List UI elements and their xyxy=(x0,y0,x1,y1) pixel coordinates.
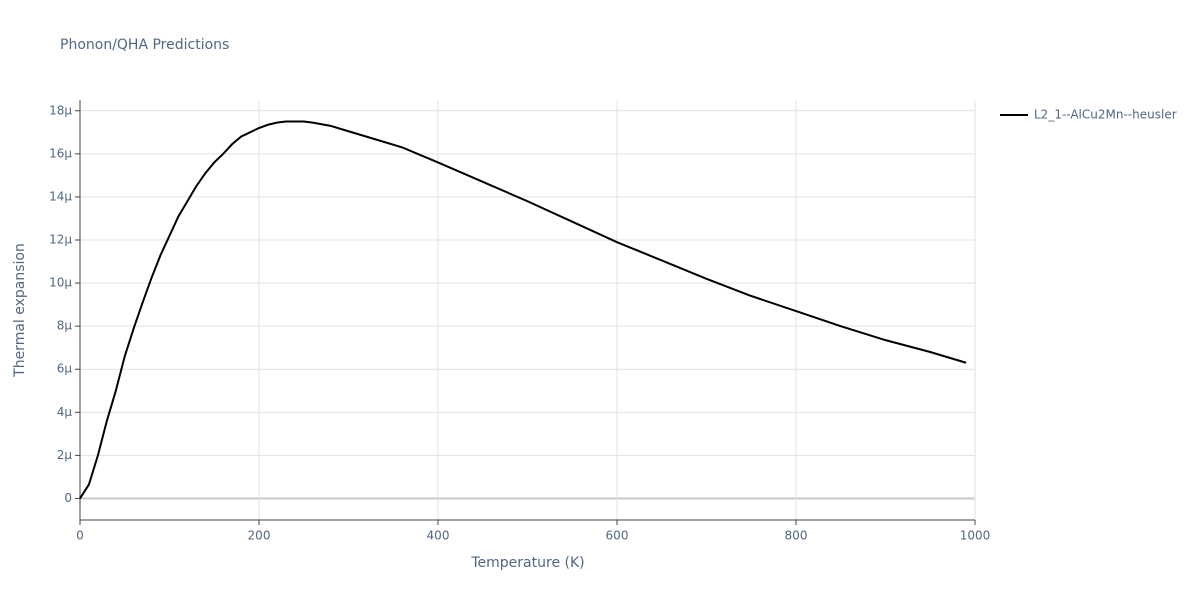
y-tick-label: 18μ xyxy=(49,103,72,117)
x-tick-label: 600 xyxy=(606,529,629,543)
y-tick-label: 14μ xyxy=(49,189,72,203)
x-tick-label: 400 xyxy=(427,529,450,543)
x-tick-label: 0 xyxy=(76,529,84,543)
legend-label: L2_1--AlCu2Mn--heusler xyxy=(1034,108,1177,122)
y-tick-label: 4μ xyxy=(57,405,73,419)
y-tick-label: 0 xyxy=(64,491,72,505)
x-axis-title: Temperature (K) xyxy=(470,555,584,571)
y-tick-label: 2μ xyxy=(57,448,73,462)
chart-title: Phonon/QHA Predictions xyxy=(60,37,229,53)
y-tick-label: 6μ xyxy=(57,362,73,376)
y-tick-label: 10μ xyxy=(49,276,72,290)
x-tick-label: 800 xyxy=(785,529,808,543)
y-tick-label: 16μ xyxy=(49,146,72,160)
x-tick-label: 1000 xyxy=(960,529,991,543)
y-axis-title: Thermal expansion xyxy=(12,243,28,378)
x-tick-label: 200 xyxy=(248,529,271,543)
y-tick-label: 12μ xyxy=(49,233,72,247)
y-tick-label: 8μ xyxy=(57,319,73,333)
data-line xyxy=(79,120,967,500)
